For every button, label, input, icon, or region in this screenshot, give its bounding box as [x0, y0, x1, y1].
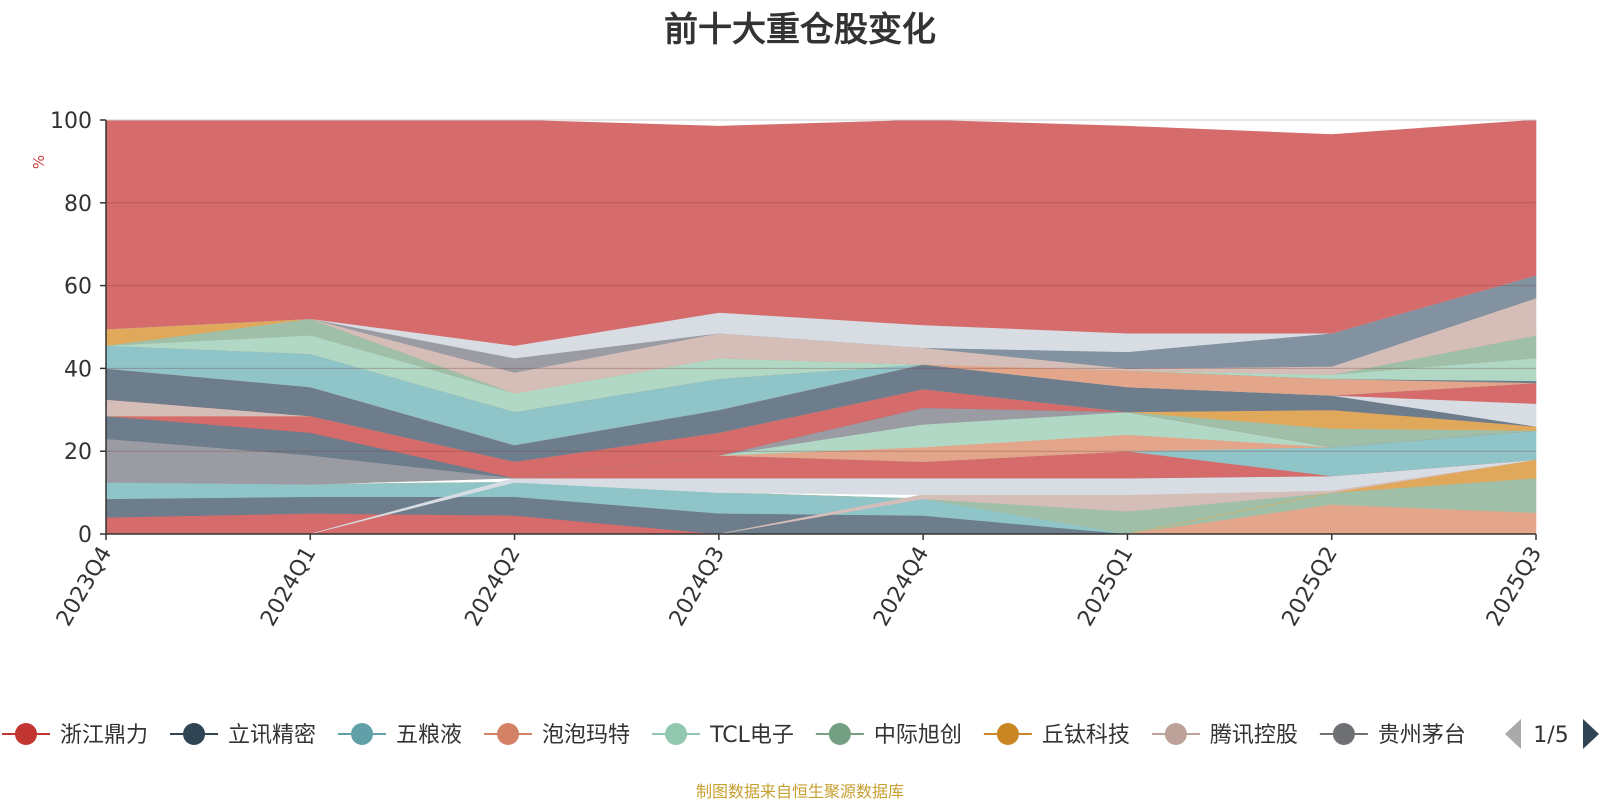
- legend-item-label: 中际旭创: [874, 723, 962, 748]
- y-tick-label: 40: [64, 357, 92, 382]
- x-tick-label: 2024Q2: [460, 543, 525, 631]
- x-tick-label: 2023Q4: [52, 543, 117, 631]
- x-tick-label: 2024Q1: [256, 543, 321, 631]
- area-layers: [105, 119, 1537, 535]
- legend-next-arrow-icon[interactable]: [1583, 719, 1599, 749]
- chart-title: 前十大重仓股变化: [664, 10, 936, 50]
- area-layer-34: [105, 119, 1537, 346]
- legend-marker: [15, 723, 37, 745]
- legend-items: 浙江鼎力 立讯精密 五粮液 泡泡玛特 TCL电子 中际旭创 丘钛科技 腾讯控股 贵州茅台: [2, 723, 1466, 748]
- legend-marker: [665, 723, 688, 745]
- x-tick-label: 2024Q3: [665, 543, 730, 631]
- y-tick-label: 20: [64, 440, 92, 465]
- legend-item-label: 浙江鼎力: [60, 723, 148, 748]
- x-tick-label: 2024Q4: [869, 543, 934, 631]
- legend-page-indicator: 1/5: [1533, 723, 1568, 748]
- legend-marker: [1332, 723, 1355, 745]
- legend-item-label: 五粮液: [396, 723, 462, 748]
- data-source-note: 制图数据来自恒生聚源数据库: [695, 782, 904, 801]
- y-tick-label: 60: [64, 275, 92, 300]
- legend-item-label: 丘钛科技: [1042, 723, 1130, 748]
- x-tick-label: 2025Q3: [1482, 543, 1547, 631]
- y-axis-unit-label: %: [30, 155, 48, 169]
- legend: 浙江鼎力 立讯精密 五粮液 泡泡玛特 TCL电子 中际旭创 丘钛科技 腾讯控股 贵州茅台 1/5: [2, 719, 1599, 749]
- x-tick-label: 2025Q2: [1278, 543, 1343, 631]
- legend-item-label: 贵州茅台: [1378, 723, 1466, 748]
- x-tick-label: 2025Q1: [1073, 543, 1138, 631]
- legend-marker: [828, 723, 851, 745]
- legend-marker: [351, 723, 374, 745]
- legend-item-label: 腾讯控股: [1210, 723, 1298, 748]
- y-tick-label: 0: [78, 523, 92, 548]
- legend-marker: [497, 723, 520, 745]
- grid-lines: [106, 119, 1536, 452]
- legend-marker: [996, 723, 1019, 745]
- y-tick-label: 100: [50, 109, 92, 134]
- legend-marker: [1164, 723, 1187, 745]
- legend-item-label: 立讯精密: [228, 723, 316, 748]
- legend-prev-arrow-icon[interactable]: [1505, 719, 1521, 749]
- legend-item-label: 泡泡玛特: [542, 723, 630, 748]
- legend-marker: [183, 723, 206, 745]
- y-tick-label: 80: [64, 192, 92, 217]
- legend-item-label: TCL电子: [709, 723, 794, 748]
